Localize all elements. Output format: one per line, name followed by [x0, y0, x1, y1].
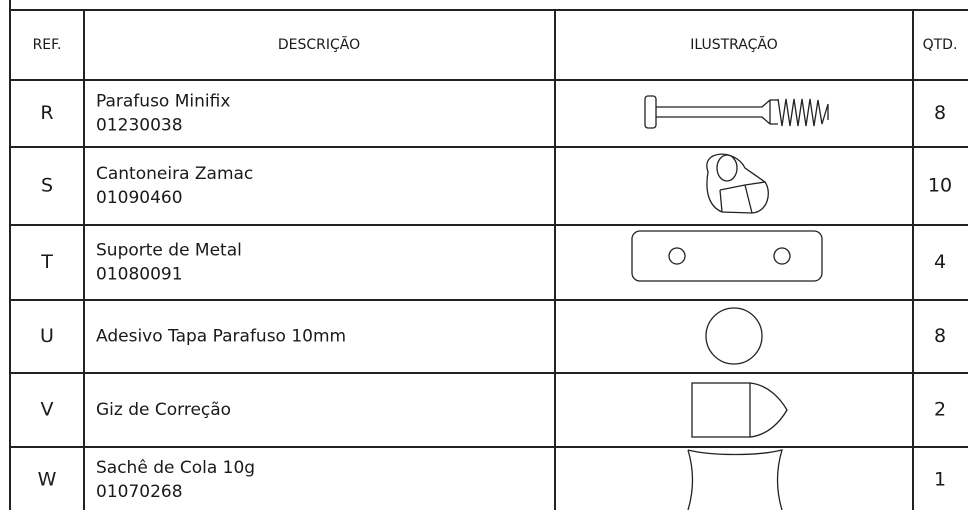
description-line: Giz de Correção — [96, 400, 231, 420]
description-line: 01090460 — [96, 188, 183, 208]
illustrations — [631, 95, 829, 510]
description-line: 01230038 — [96, 116, 183, 136]
qty-cell: 4 — [934, 251, 946, 273]
glue-drawing — [687, 449, 783, 510]
description-line: 01080091 — [96, 265, 183, 285]
sticker-drawing — [705, 307, 763, 365]
description-line: Sachê de Cola 10g — [96, 458, 255, 478]
description-line: Suporte de Metal — [96, 241, 242, 261]
qty-cell: 8 — [934, 325, 946, 347]
chalk-drawing — [691, 382, 788, 438]
header-cell: QTD. — [923, 37, 958, 53]
plate-drawing — [631, 230, 823, 282]
header-cell: DESCRIÇÃO — [278, 36, 360, 53]
ref-cell: U — [40, 325, 54, 347]
description-line: Parafuso Minifix — [96, 92, 230, 112]
qty-cell: 1 — [934, 469, 946, 491]
table-text: REF. DESCRIÇÃO ILUSTRAÇÃO QTD. R 8 Parafus… — [33, 36, 958, 502]
description-line: Cantoneira Zamac — [96, 164, 253, 184]
ref-cell: V — [41, 399, 54, 421]
qty-cell: 10 — [928, 175, 952, 197]
description-line: 01070268 — [96, 482, 183, 502]
ref-cell: R — [40, 102, 53, 124]
header-cell: ILUSTRAÇÃO — [690, 36, 778, 53]
qty-cell: 2 — [934, 399, 946, 421]
bracket-drawing — [706, 153, 769, 214]
table-grid — [9, 0, 968, 510]
ref-cell: W — [38, 469, 57, 491]
description-line: Adesivo Tapa Parafuso 10mm — [96, 327, 346, 347]
screw-drawing — [644, 95, 829, 129]
ref-cell: S — [41, 175, 53, 197]
qty-cell: 8 — [934, 102, 946, 124]
header-cell: REF. — [33, 37, 62, 53]
ref-cell: T — [40, 251, 53, 273]
